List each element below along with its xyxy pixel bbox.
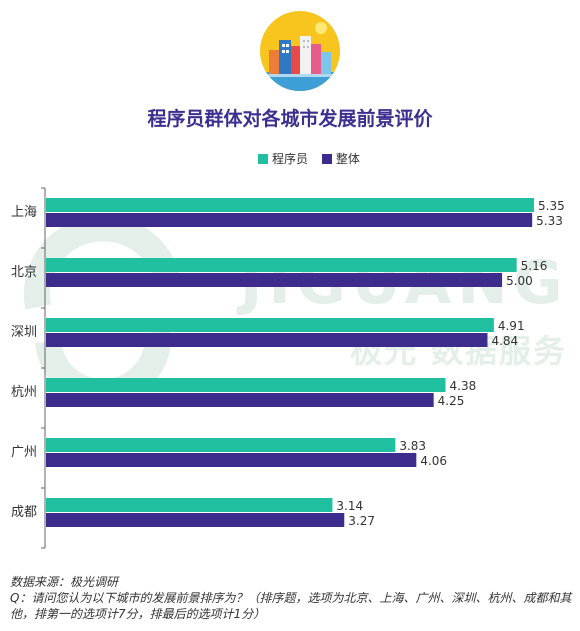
city-skyline-icon [260,11,340,91]
bar-overall [46,213,533,227]
category-label: 杭州 [11,385,37,400]
bar-programmer [46,438,396,452]
data-label: 5.16 [521,259,548,273]
bar-overall [46,333,488,347]
data-label: 3.83 [399,439,426,453]
data-label: 4.91 [498,319,525,333]
bar-programmer [46,378,446,392]
legend-label-overall: 整体 [335,152,360,166]
category-label: 广州 [11,445,37,460]
footer: 数据来源：极光调研 Q：请问您认为以下城市的发展前景排序为？（排序题，选项为北京… [10,574,575,622]
data-label: 5.33 [536,214,563,228]
bar-programmer [46,258,517,272]
legend-label-programmer: 程序员 [272,152,309,166]
category-label: 成都 [11,505,37,520]
legend-swatch-programmer [258,153,268,164]
data-label: 5.35 [538,199,565,213]
data-label: 4.25 [438,394,465,408]
bar-overall [46,513,345,527]
bar-overall [46,393,434,407]
source-note: 数据来源：极光调研 [10,575,119,589]
data-label: 3.27 [348,514,375,528]
bar-overall [46,273,503,287]
bar-programmer [46,318,494,332]
bar-programmer [46,498,333,512]
category-label: 上海 [11,205,37,220]
bar-programmer [46,198,534,212]
data-label: 5.00 [506,274,533,288]
category-label: 深圳 [11,325,37,340]
bar-overall [46,453,417,467]
data-label: 4.84 [491,334,518,348]
category-label: 北京 [11,265,37,280]
data-label: 4.38 [450,379,477,393]
legend: 程序员 整体 [258,150,370,167]
legend-swatch-overall [321,153,332,164]
data-label: 4.06 [420,454,447,468]
data-label: 3.14 [336,499,363,513]
question-note: Q：请问您认为以下城市的发展前景排序为？（排序题，选项为北京、上海、广州、深圳、… [10,591,572,621]
chart-title: 程序员群体对各城市发展前景评价 [147,108,433,130]
